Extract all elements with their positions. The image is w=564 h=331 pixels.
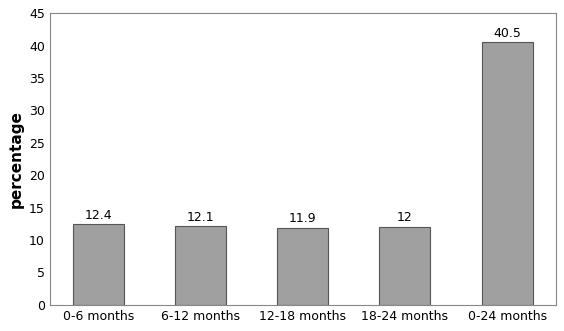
Y-axis label: percentage: percentage [8, 110, 23, 208]
Bar [175, 226, 226, 305]
Text: 12: 12 [397, 212, 413, 224]
Bar [73, 224, 124, 305]
Text: 12.4: 12.4 [85, 209, 112, 222]
Text: 40.5: 40.5 [493, 27, 521, 40]
Text: 12.1: 12.1 [187, 211, 214, 224]
Bar [277, 228, 328, 305]
Bar [380, 227, 430, 305]
Text: 11.9: 11.9 [289, 212, 316, 225]
Bar [482, 42, 532, 305]
